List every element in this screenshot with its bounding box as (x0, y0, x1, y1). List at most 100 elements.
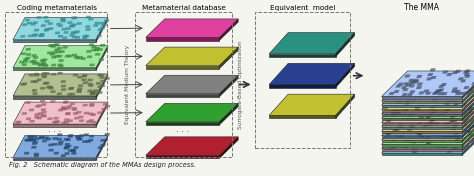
Polygon shape (90, 91, 95, 94)
Polygon shape (423, 122, 430, 125)
Polygon shape (442, 109, 448, 112)
Polygon shape (16, 121, 22, 123)
Polygon shape (413, 95, 419, 98)
Polygon shape (82, 37, 88, 39)
Polygon shape (437, 133, 443, 137)
Polygon shape (27, 34, 33, 37)
Polygon shape (60, 107, 66, 110)
Polygon shape (461, 99, 467, 102)
Polygon shape (413, 103, 419, 106)
Polygon shape (382, 119, 474, 144)
Polygon shape (433, 78, 439, 81)
Polygon shape (434, 105, 440, 108)
Polygon shape (55, 32, 60, 34)
Polygon shape (410, 83, 417, 86)
Polygon shape (441, 86, 448, 89)
Polygon shape (65, 112, 71, 115)
Polygon shape (100, 80, 106, 83)
Polygon shape (71, 17, 77, 19)
Polygon shape (25, 48, 31, 51)
Polygon shape (435, 86, 441, 89)
Polygon shape (26, 53, 31, 56)
Polygon shape (454, 106, 460, 109)
Polygon shape (38, 64, 44, 66)
Polygon shape (461, 111, 467, 114)
Polygon shape (31, 139, 36, 141)
Polygon shape (421, 98, 428, 101)
Polygon shape (382, 128, 474, 153)
Polygon shape (67, 93, 73, 96)
Polygon shape (74, 117, 80, 120)
Polygon shape (91, 45, 97, 48)
Polygon shape (452, 99, 458, 102)
Polygon shape (425, 127, 431, 130)
Polygon shape (382, 80, 474, 105)
Polygon shape (402, 114, 408, 117)
Polygon shape (461, 147, 467, 150)
Polygon shape (432, 99, 438, 102)
Polygon shape (73, 146, 79, 149)
Polygon shape (401, 123, 408, 127)
Polygon shape (46, 86, 52, 88)
Polygon shape (443, 110, 449, 113)
Polygon shape (39, 137, 45, 139)
Polygon shape (97, 146, 103, 149)
Polygon shape (434, 121, 440, 124)
Polygon shape (68, 87, 73, 90)
Polygon shape (452, 87, 458, 90)
Polygon shape (411, 124, 418, 128)
Polygon shape (426, 108, 433, 111)
Polygon shape (432, 73, 438, 77)
Polygon shape (90, 91, 95, 94)
Polygon shape (70, 25, 75, 28)
Polygon shape (436, 101, 442, 104)
Polygon shape (424, 111, 431, 114)
Polygon shape (473, 94, 474, 97)
Polygon shape (336, 94, 355, 118)
Polygon shape (445, 93, 451, 96)
Polygon shape (90, 93, 95, 95)
Polygon shape (61, 88, 66, 91)
Polygon shape (52, 137, 58, 140)
Polygon shape (399, 102, 406, 105)
Polygon shape (410, 145, 417, 148)
Polygon shape (91, 113, 96, 116)
Polygon shape (63, 101, 68, 104)
Polygon shape (410, 148, 417, 151)
Polygon shape (471, 109, 474, 112)
Polygon shape (58, 109, 64, 111)
Polygon shape (407, 85, 413, 88)
Polygon shape (33, 141, 38, 143)
Polygon shape (465, 92, 472, 95)
Polygon shape (453, 102, 460, 105)
Polygon shape (433, 117, 439, 120)
Polygon shape (419, 137, 426, 140)
Polygon shape (396, 111, 402, 114)
Text: Metamaterial database: Metamaterial database (142, 5, 226, 11)
Polygon shape (410, 101, 416, 104)
Polygon shape (439, 128, 446, 132)
Polygon shape (47, 22, 53, 25)
Polygon shape (398, 83, 404, 86)
Polygon shape (462, 93, 474, 120)
Polygon shape (465, 87, 471, 90)
Polygon shape (416, 98, 423, 101)
Polygon shape (407, 121, 413, 124)
Polygon shape (425, 90, 431, 93)
Polygon shape (269, 115, 336, 118)
Polygon shape (453, 105, 459, 109)
Polygon shape (407, 131, 414, 134)
Polygon shape (448, 123, 455, 126)
Polygon shape (402, 103, 409, 106)
Polygon shape (31, 54, 37, 57)
Polygon shape (447, 121, 453, 124)
Polygon shape (438, 113, 445, 116)
Polygon shape (48, 87, 54, 89)
Polygon shape (15, 121, 21, 124)
Polygon shape (65, 112, 71, 115)
Polygon shape (390, 136, 397, 139)
Polygon shape (42, 63, 47, 66)
Polygon shape (62, 108, 67, 110)
Polygon shape (440, 113, 446, 116)
Polygon shape (419, 92, 426, 95)
